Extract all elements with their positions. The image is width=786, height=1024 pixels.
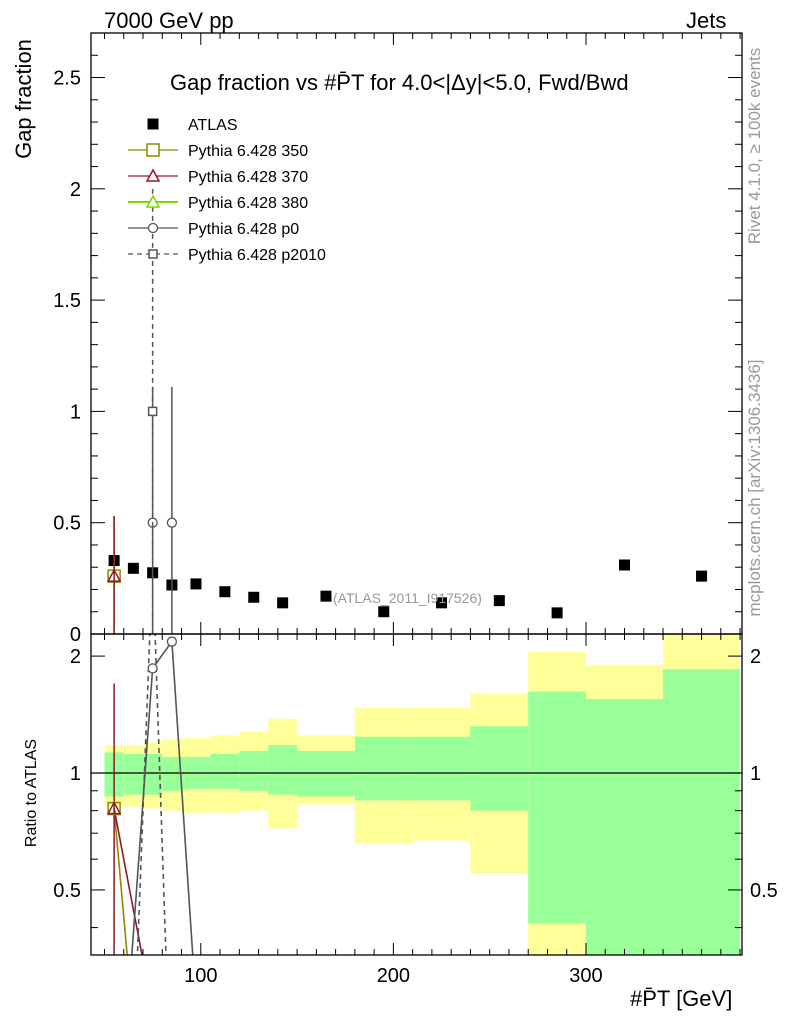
mcplots-label: mcplots.cern.ch [arXiv:1306.3436]: [745, 359, 764, 617]
legend-label-2: Pythia 6.428 370: [188, 169, 308, 186]
ratio-y-tick-label-l-2: 2: [70, 646, 81, 668]
ratio-line-1: [113, 808, 143, 955]
point-0-8: [320, 590, 332, 602]
x-axis-label: #P̄T [GeV]: [630, 986, 733, 1011]
point-0-14: [696, 570, 708, 582]
x-tick-label-300: 300: [569, 965, 602, 987]
ratio-y-tick-label-r-0: 0.5: [750, 880, 778, 902]
axis-ticks: [91, 33, 742, 955]
band-inner-6: [239, 750, 269, 791]
band-inner-11: [470, 726, 529, 811]
x-tick-label-200: 200: [377, 965, 410, 987]
ratio-y-tick-label-l-0: 0.5: [53, 880, 81, 902]
legend-marker-4: [147, 222, 159, 234]
y-tick-label-3: 1.5: [53, 290, 81, 312]
legend-label-1: Pythia 6.428 350: [188, 143, 308, 160]
point-0-5: [219, 586, 231, 598]
ratio-marker-370: [106, 801, 122, 815]
point-0-10: [436, 597, 448, 609]
point-2-0: [106, 568, 122, 582]
point-0-1: [127, 562, 139, 574]
band-inner-12: [528, 691, 586, 924]
band-inner-14: [663, 669, 741, 955]
point-5-0: [147, 406, 158, 417]
ratio-marker-p0-1: [147, 663, 158, 674]
band-inner-9: [354, 736, 413, 801]
legend-marker-0: [147, 118, 159, 130]
point-0-7: [277, 597, 289, 609]
band-inner-13: [585, 699, 664, 955]
energy-label: 7000 GeV pp: [104, 8, 234, 33]
panel-frames: [90, 32, 743, 956]
y-tick-label-5: 2.5: [53, 68, 81, 90]
ratio-uncertainty-bands: [104, 634, 741, 955]
main-series-marks: [106, 188, 708, 634]
legend-label-0: ATLAS: [188, 117, 238, 134]
y-axis-label: Gap fraction: [11, 39, 36, 159]
ratio-series-lines: [106, 634, 194, 955]
ratio-line-2: [131, 639, 194, 955]
point-0-12: [551, 607, 563, 619]
point-0-4: [190, 578, 202, 590]
legend-marker-5: [148, 249, 158, 259]
legend-marker-3: [145, 194, 161, 208]
ratio-marker-p0-2: [166, 636, 178, 647]
ratio-line-0: [113, 808, 128, 955]
legend-marker-1: [146, 143, 160, 157]
ratio-y-axis-label: Ratio to ATLAS: [23, 738, 40, 848]
ratio-frame: [90, 633, 743, 956]
y-tick-label-0: 0: [70, 624, 81, 646]
point-0-9: [378, 606, 390, 618]
reference-label: (ATLAS_2011_I917526): [333, 590, 482, 606]
point-4-1: [166, 517, 178, 528]
band-inner-5: [210, 753, 240, 789]
point-0-13: [619, 559, 631, 571]
band-inner-10: [412, 736, 471, 801]
y-tick-label-4: 2: [70, 179, 81, 201]
category-label: Jets: [686, 8, 727, 33]
band-inner-2: [143, 753, 163, 795]
legend: ATLAS Pythia 6.428 350 Pythia 6.428 370 Pyt…: [128, 117, 326, 264]
legend-label-3: Pythia 6.428 380: [188, 195, 308, 212]
axis-tick-labels: 100 200 300 0 0.5 1 1.5 2 2.5 0.5 0.5 1 1 2 2: [53, 68, 778, 987]
ratio-y-tick-label-r-1: 1: [750, 763, 761, 785]
point-0-6: [248, 591, 260, 603]
band-inner-8: [297, 750, 355, 797]
band-inner-3: [162, 756, 182, 791]
ratio-y-tick-label-l-1: 1: [70, 763, 81, 785]
legend-marker-2: [145, 168, 161, 182]
band-inner-7: [268, 745, 298, 795]
legend-label-4: Pythia 6.428 p0: [188, 221, 299, 238]
band-inner-1: [123, 753, 144, 795]
y-tick-label-1: 0.5: [53, 513, 81, 535]
ratio-y-tick-label-r-2: 2: [750, 646, 761, 668]
point-0-11: [493, 595, 505, 607]
y-tick-label-2: 1: [70, 401, 81, 423]
chart-title: Gap fraction vs #P̄T for 4.0<|Δy|<5.0, F…: [170, 70, 629, 95]
x-tick-label-100: 100: [184, 965, 217, 987]
legend-label-5: Pythia 6.428 p2010: [188, 247, 326, 264]
rivet-label: Rivet 4.1.0, ≥ 100k events: [745, 47, 764, 245]
